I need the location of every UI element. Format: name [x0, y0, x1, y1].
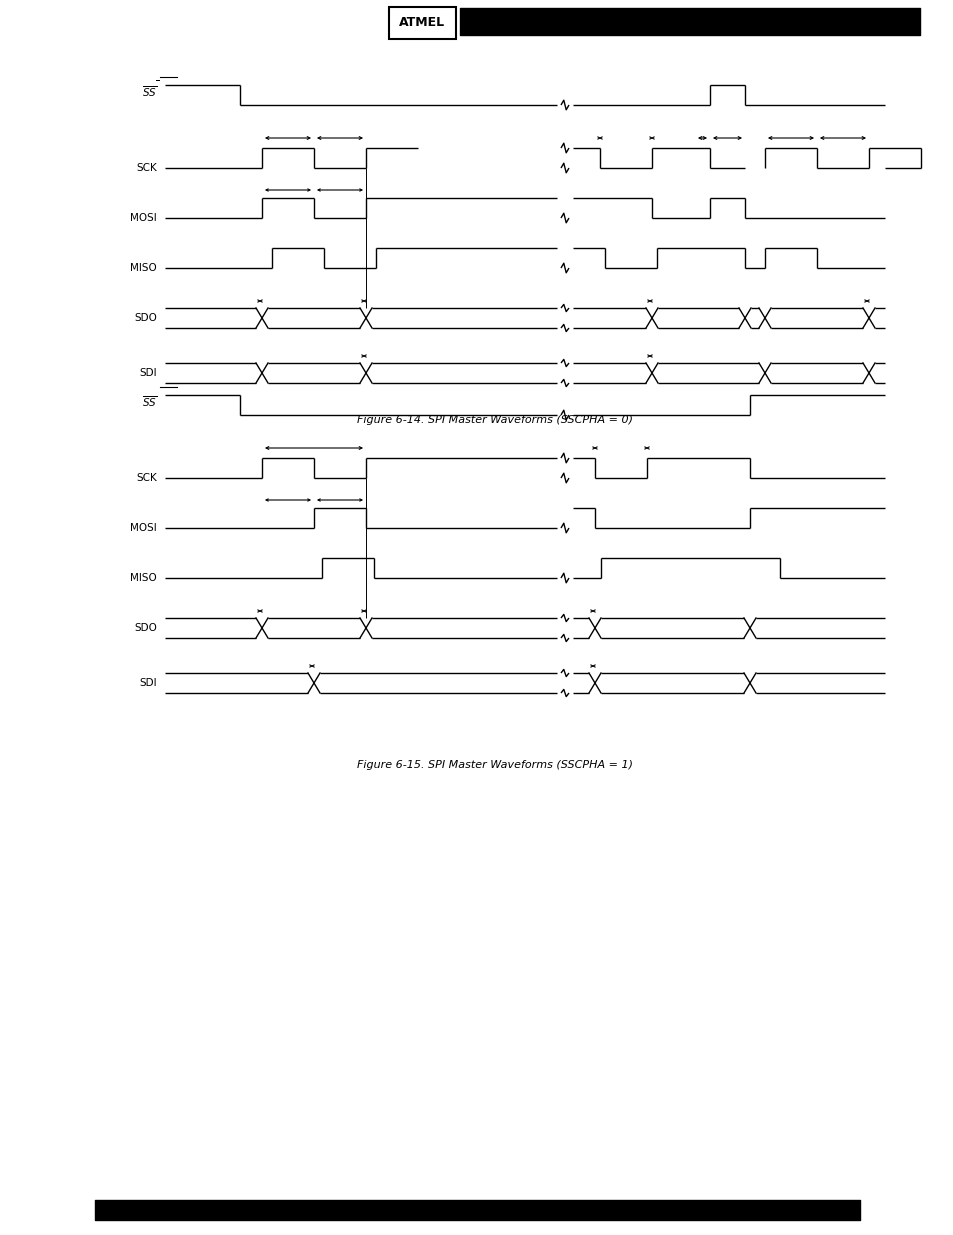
Text: ATMEL: ATMEL	[399, 16, 445, 30]
Text: SDO: SDO	[134, 622, 157, 634]
Text: MISO: MISO	[131, 573, 157, 583]
Text: SCK: SCK	[136, 163, 157, 173]
Text: SDI: SDI	[139, 678, 157, 688]
Text: $\overline{\ }$: $\overline{\ }$	[155, 75, 160, 84]
Text: $\overline{SS}$: $\overline{SS}$	[142, 395, 157, 409]
Text: SDO: SDO	[134, 312, 157, 324]
Text: MISO: MISO	[131, 263, 157, 273]
Text: Figure 6-14. SPI Master Waveforms (SSCPHA = 0): Figure 6-14. SPI Master Waveforms (SSCPH…	[356, 415, 633, 425]
Text: SDI: SDI	[139, 368, 157, 378]
Text: SCK: SCK	[136, 473, 157, 483]
Text: MOSI: MOSI	[131, 522, 157, 534]
Text: MOSI: MOSI	[131, 212, 157, 224]
Text: $\overline{SS}$: $\overline{SS}$	[142, 85, 157, 99]
Text: Figure 6-15. SPI Master Waveforms (SSCPHA = 1): Figure 6-15. SPI Master Waveforms (SSCPH…	[356, 760, 633, 769]
FancyBboxPatch shape	[389, 7, 456, 40]
